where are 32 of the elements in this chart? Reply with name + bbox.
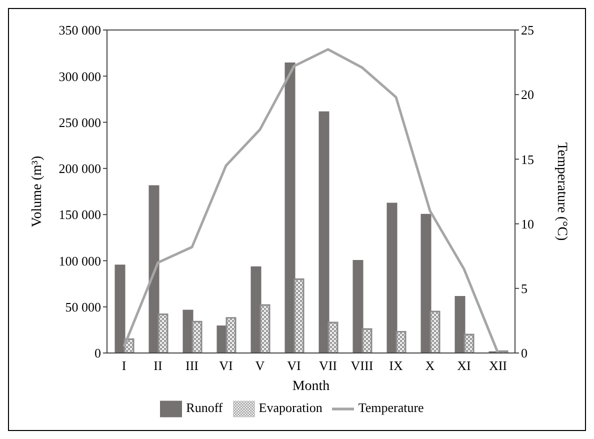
legend-label: Temperature — [358, 400, 424, 415]
y-tick-label: 0 — [94, 346, 101, 361]
x-tick-label: VI — [287, 358, 301, 374]
x-tick-label: XI — [457, 358, 471, 374]
y2-tick-label: 5 — [521, 281, 528, 296]
y-tick-label: 300 000 — [58, 68, 101, 84]
legend-label: Evaporation — [258, 400, 322, 415]
y2-axis-title: Temperature (°C) — [554, 142, 570, 241]
y-tick-label: 250 000 — [58, 114, 101, 130]
y2-tick-label: 10 — [521, 216, 534, 232]
y-axis-title: Volume (m³) — [30, 156, 45, 228]
x-tick-label: V — [255, 358, 266, 374]
y-tick-label: 350 000 — [58, 22, 101, 38]
x-tick-label: VI — [219, 358, 233, 374]
x-tick-label: II — [154, 358, 162, 374]
x-axis-title: Month — [292, 379, 330, 394]
y2-tick-label: 0 — [521, 346, 528, 361]
x-tick-label: IX — [389, 358, 404, 374]
y2-tick-label: 15 — [521, 152, 534, 167]
legend-label: Runoff — [186, 400, 223, 415]
x-tick-label: XII — [488, 358, 508, 374]
y-tick-label: 150 000 — [58, 207, 101, 222]
y2-tick-label: 20 — [521, 87, 534, 102]
y-tick-label: 200 000 — [58, 161, 101, 176]
x-tick-label: VIII — [350, 358, 374, 374]
y2-tick-label: 25 — [521, 22, 534, 38]
x-tick-label: I — [122, 358, 126, 374]
x-tick-label: VII — [318, 358, 338, 374]
y-tick-label: 50 000 — [65, 299, 101, 314]
x-tick-label: X — [425, 358, 436, 374]
x-tick-label: III — [186, 358, 198, 374]
y-tick-label: 100 000 — [58, 253, 101, 268]
